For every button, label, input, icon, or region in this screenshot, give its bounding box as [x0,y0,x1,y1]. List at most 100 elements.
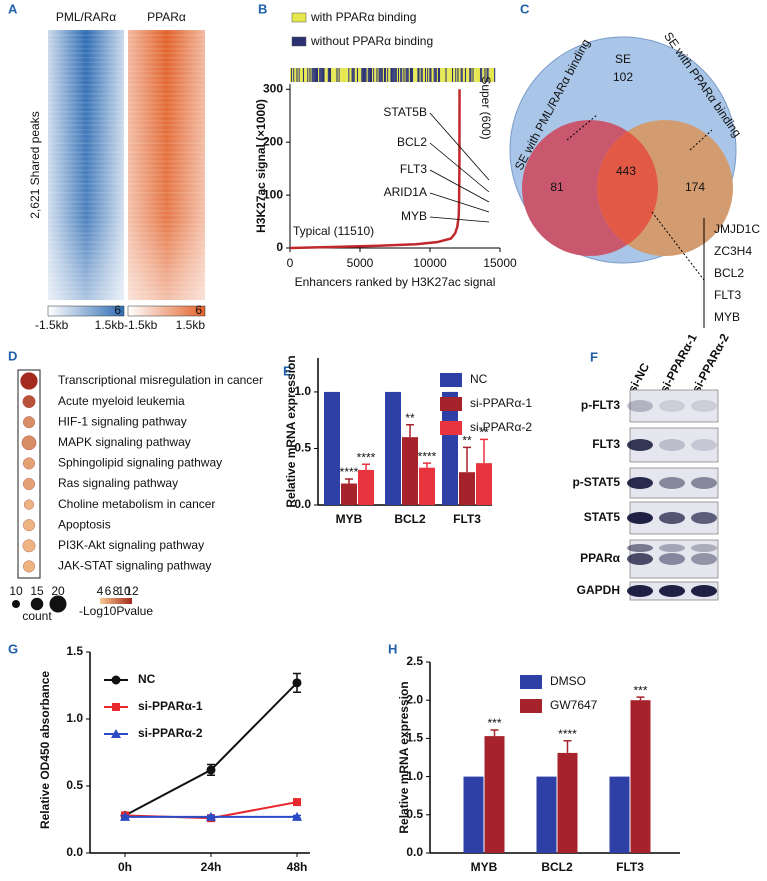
heatmap-fade [48,30,124,300]
curve [289,89,461,250]
binding-stripe [433,68,435,82]
binding-stripe [347,68,349,82]
significance: **** [340,465,359,479]
binding-stripe [455,68,457,82]
panel-label: G [8,641,18,656]
binding-stripe [309,68,311,82]
gene-annotation: FLT3 [400,162,427,176]
binding-stripe [298,68,300,82]
legend-label: si-PPARα-2 [470,420,532,434]
y-tick-label: 1.0 [406,769,423,783]
y-tick-label: 1.5 [406,731,423,745]
binding-stripe [327,68,329,82]
panel-label: A [8,1,18,16]
binding-stripe [468,68,470,82]
binding-stripe [399,68,401,82]
binding-stripe [467,68,469,82]
binding-stripe [312,68,314,82]
legend-swatch [520,699,542,713]
binding-stripe [305,68,307,82]
blot-membrane [629,389,719,423]
dot-frame [17,369,41,579]
legend-label: NC [470,372,488,386]
row-label: PPARα [580,551,620,565]
dot [23,416,36,429]
binding-stripe [337,68,339,82]
binding-stripe [296,68,298,82]
binding-stripe [372,68,374,82]
binding-stripe [400,68,402,82]
binding-stripe [431,68,433,82]
binding-stripe [300,68,302,82]
blot-band [691,512,717,524]
binding-stripe [487,68,489,82]
binding-stripe [396,68,399,82]
pathway: PI3K-Akt signaling pathway [58,538,204,552]
binding-stripe [380,68,382,82]
pathway: Choline metabolism in cancer [58,497,215,511]
legend-label: DMSO [550,674,586,688]
binding-stripe [323,68,325,82]
pathway: Sphingolipid signaling pathway [58,456,222,470]
point [293,798,301,807]
venn-overlap [597,120,658,256]
binding-stripe [374,68,376,82]
dot [23,499,35,510]
panel-label: B [258,1,267,16]
binding-stripe [379,68,381,82]
binding-stripe [358,68,360,82]
significance: ** [462,434,472,448]
gene: FLT3 [714,288,741,302]
binding-stripe [389,68,391,82]
pathway: Transcriptional misregulation in cancer [58,373,263,387]
size-legend-dot [49,595,67,613]
column-title: PML/RARα [56,10,116,24]
binding-stripe [449,68,451,82]
bar [459,472,475,505]
binding-stripe [460,68,462,82]
y-axis-label: Relative OD450 absorbance [38,671,52,829]
significance: *** [487,716,501,730]
point [206,765,216,775]
binding-stripe [382,68,384,82]
bar [609,776,630,853]
panel-label: F [590,349,598,364]
y-tick-label: 300 [263,81,283,95]
binding-stripe [325,68,327,82]
binding-stripe [441,68,443,82]
set-count: 102 [613,70,633,84]
binding-stripe [470,68,472,82]
binding-stripe [378,68,380,82]
binding-stripe [406,68,408,82]
binding-stripe [420,68,422,82]
binding-stripe [398,68,400,82]
binding-stripe [412,68,414,82]
binding-stripe [376,68,378,82]
dot [23,457,36,470]
gene: MYB [714,310,740,324]
binding-stripe [474,68,476,82]
x-tick-label: BCL2 [541,860,573,874]
binding-stripe [409,68,411,82]
binding-stripe [439,68,441,82]
x-tick-label: 5000 [347,256,374,270]
bar [442,391,458,505]
x-tick-label: 15000 [483,256,517,270]
binding-stripe [419,68,421,82]
row-label: GAPDH [577,583,620,597]
y-tick-label: 0 [276,240,283,254]
legend-marker [111,675,121,685]
y-tick-label: 0.5 [406,807,423,821]
blot-band [627,553,653,565]
binding-stripe [486,68,488,82]
binding-stripe [388,68,390,82]
binding-stripe [321,68,323,82]
size-legend-label: 15 [30,584,44,598]
binding-stripe [320,68,322,82]
binding-stripe [484,68,486,82]
legend-label: NC [138,672,156,686]
bar [484,736,505,853]
binding-stripe [481,68,483,82]
x-tick-label: 0 [287,256,294,270]
